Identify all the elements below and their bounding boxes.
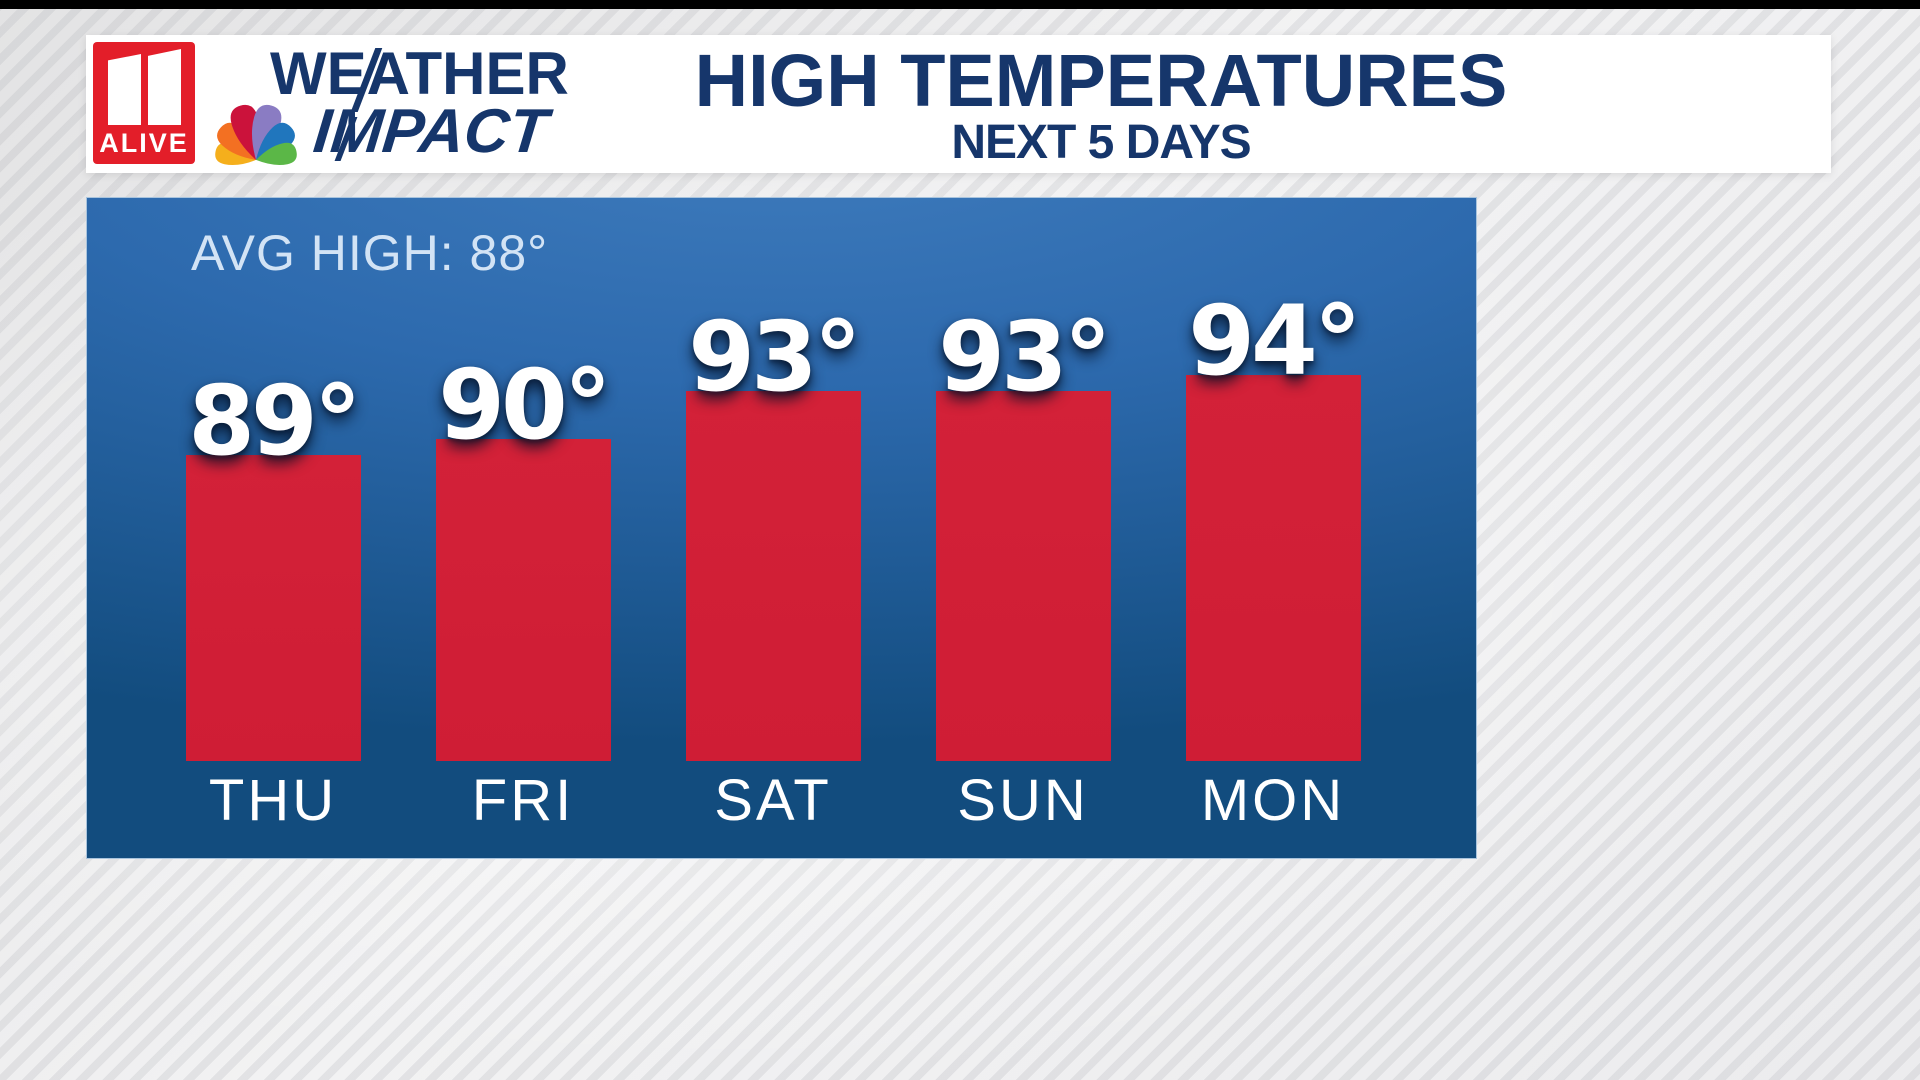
- logo-window-pane-right: [148, 49, 181, 125]
- temperature-bar: [435, 439, 611, 761]
- bar-column-mon: 94°: [1148, 285, 1398, 761]
- bar-value-label: 93°: [688, 301, 862, 413]
- temperature-bar: [1185, 375, 1361, 761]
- day-axis-label: SAT: [714, 768, 832, 833]
- nbc-peacock-icon: [215, 104, 297, 166]
- temperature-bar: [935, 391, 1111, 761]
- day-axis-label: FRI: [471, 768, 575, 833]
- page-subtitle: NEXT 5 DAYS: [951, 116, 1251, 169]
- peacock-feathers: [215, 104, 297, 166]
- temperature-bar: [685, 391, 861, 761]
- bar-value-label: 94°: [1188, 285, 1362, 397]
- weather-impact-logo: WEATHER IMPACT: [270, 40, 730, 167]
- day-axis-label: THU: [208, 768, 338, 833]
- bar-column-fri: 90°: [398, 349, 648, 761]
- station-11alive-logo-icon: ALIVE: [93, 42, 195, 164]
- bar-value-label: 93°: [938, 301, 1112, 413]
- temperature-bar: [185, 455, 361, 761]
- bar-value-label: 89°: [188, 365, 362, 477]
- day-axis-label: MON: [1200, 768, 1346, 833]
- bar-column-sun: 93°: [898, 301, 1148, 761]
- logo-window-pane-left: [108, 54, 141, 125]
- alive-label: ALIVE: [99, 128, 189, 158]
- bar-column-thu: 89°: [148, 365, 398, 761]
- avg-high-annotation: AVG HIGH: 88°: [191, 225, 549, 281]
- bar-value-label: 90°: [438, 349, 612, 461]
- top-black-bar: [0, 0, 1920, 9]
- day-axis-label: SUN: [957, 768, 1089, 833]
- page-title: HIGH TEMPERATURES: [694, 39, 1508, 122]
- weather-wordmark: WEATHER: [270, 40, 569, 107]
- header-banner: ALIVE WEATHER IMPACT HIGH TEMPERATURES N…: [86, 35, 1831, 173]
- bar-column-sat: 93°: [648, 301, 898, 761]
- forecast-chart-panel: AVG HIGH: 88° 89° 90° 93° 93° 94° THU FR…: [86, 197, 1477, 859]
- title-block: HIGH TEMPERATURES NEXT 5 DAYS: [526, 43, 1676, 167]
